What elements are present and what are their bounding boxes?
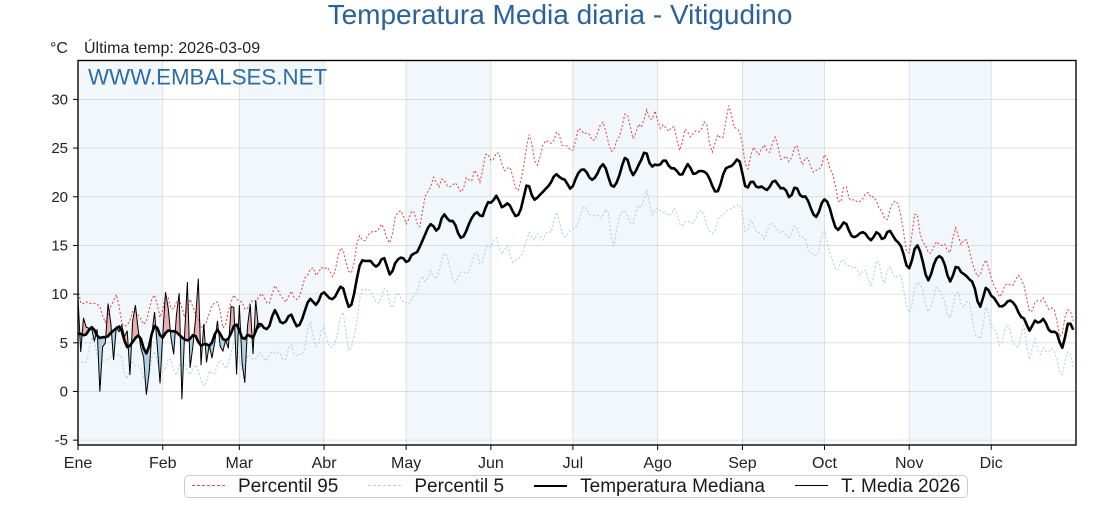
svg-text:30: 30 — [51, 91, 68, 108]
svg-text:May: May — [391, 455, 421, 472]
svg-text:Sep: Sep — [728, 455, 757, 472]
svg-text:Ene: Ene — [64, 455, 93, 472]
svg-text:5: 5 — [60, 335, 68, 352]
svg-text:20: 20 — [51, 189, 68, 206]
svg-text:WWW.EMBALSES.NET: WWW.EMBALSES.NET — [88, 65, 327, 90]
svg-text:10: 10 — [51, 286, 68, 303]
svg-text:Mar: Mar — [226, 455, 254, 472]
svg-text:Oct: Oct — [812, 455, 837, 472]
svg-text:Jul: Jul — [563, 455, 583, 472]
svg-text:25: 25 — [51, 140, 68, 157]
svg-text:Nov: Nov — [895, 455, 923, 472]
svg-text:Ago: Ago — [643, 455, 672, 472]
svg-text:Jun: Jun — [478, 455, 504, 472]
svg-text:°C: °C — [50, 40, 68, 57]
svg-text:Dic: Dic — [980, 455, 1003, 472]
svg-text:15: 15 — [51, 237, 68, 254]
svg-text:0: 0 — [60, 383, 68, 400]
svg-text:Feb: Feb — [149, 455, 177, 472]
svg-text:-5: -5 — [55, 432, 68, 449]
svg-text:Abr: Abr — [312, 455, 338, 472]
svg-text:Última temp: 2026-03-09: Última temp: 2026-03-09 — [84, 38, 260, 57]
